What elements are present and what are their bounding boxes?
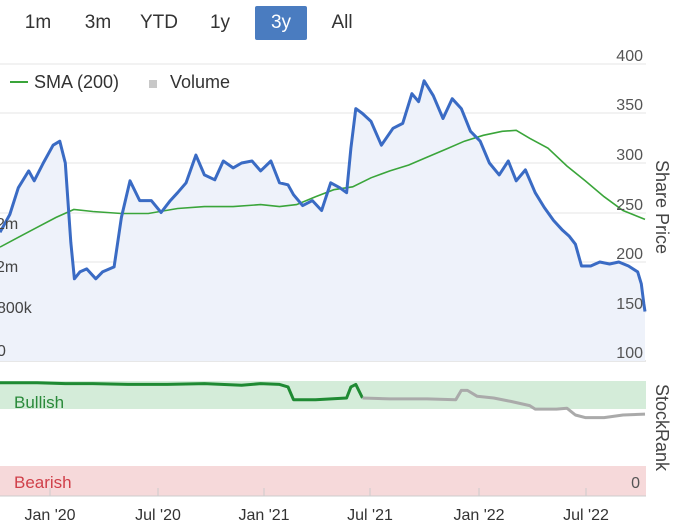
stockrank-line [0,381,646,420]
stockrank-panel: Bullish Bearish 0 StockRank [14,384,672,492]
stockrank-bullish-segment [0,381,364,402]
range-button-all[interactable]: All [331,12,353,33]
x-tick-label: Jul '22 [563,507,609,524]
stockrank-neutral-segment [362,388,646,420]
range-button-1m[interactable]: 1m [24,12,52,33]
price-area [0,80,645,362]
x-tick-label: Jan '20 [24,507,75,524]
volume-tick-label: 800k [0,300,33,317]
volume-axis: 2m 2m 800k 0 [0,216,33,360]
legend: SMA (200) Volume [10,72,230,92]
price-line [0,79,647,312]
price-tick-label: 300 [616,147,643,164]
x-axis: Jan '20 Jul '20 Jan '21 Jul '21 Jan '22 … [0,488,646,524]
sma-line [0,129,646,248]
bullish-label: Bullish [14,393,64,412]
x-tick-label: Jul '20 [135,507,181,524]
volume-tick-label: 2m [0,216,18,233]
x-tick-label: Jul '21 [347,507,393,524]
price-tick-label: 100 [616,345,643,362]
stockrank-tick-label: 0 [631,475,640,492]
bearish-label: Bearish [14,473,72,492]
price-axis-title: Share Price [652,160,672,254]
price-axis: 400 350 300 250 200 150 100 Share Price [616,48,672,362]
range-button-3m[interactable]: 3m [84,12,112,33]
legend-sma-label[interactable]: SMA (200) [34,72,119,92]
range-button-3y[interactable]: 3y [255,6,307,40]
range-selector: 1m 3m YTD 1y 3y All [0,0,682,48]
price-tick-label: 150 [616,296,643,313]
x-tick-label: Jan '22 [453,507,504,524]
bullish-zone [0,381,646,409]
bearish-zone [0,466,646,496]
volume-tick-label: 0 [0,343,6,360]
price-tick-label: 250 [616,197,643,214]
range-button-ytd[interactable]: YTD [140,12,178,33]
price-tick-label: 400 [616,48,643,65]
price-tick-label: 350 [616,97,643,114]
range-button-1y[interactable]: 1y [209,12,231,33]
square-icon [149,80,157,88]
price-tick-label: 200 [616,246,643,263]
x-tick-label: Jan '21 [238,507,289,524]
stockrank-axis-title: StockRank [652,384,672,472]
volume-tick-label: 2m [0,259,18,276]
legend-volume-label[interactable]: Volume [170,72,230,92]
